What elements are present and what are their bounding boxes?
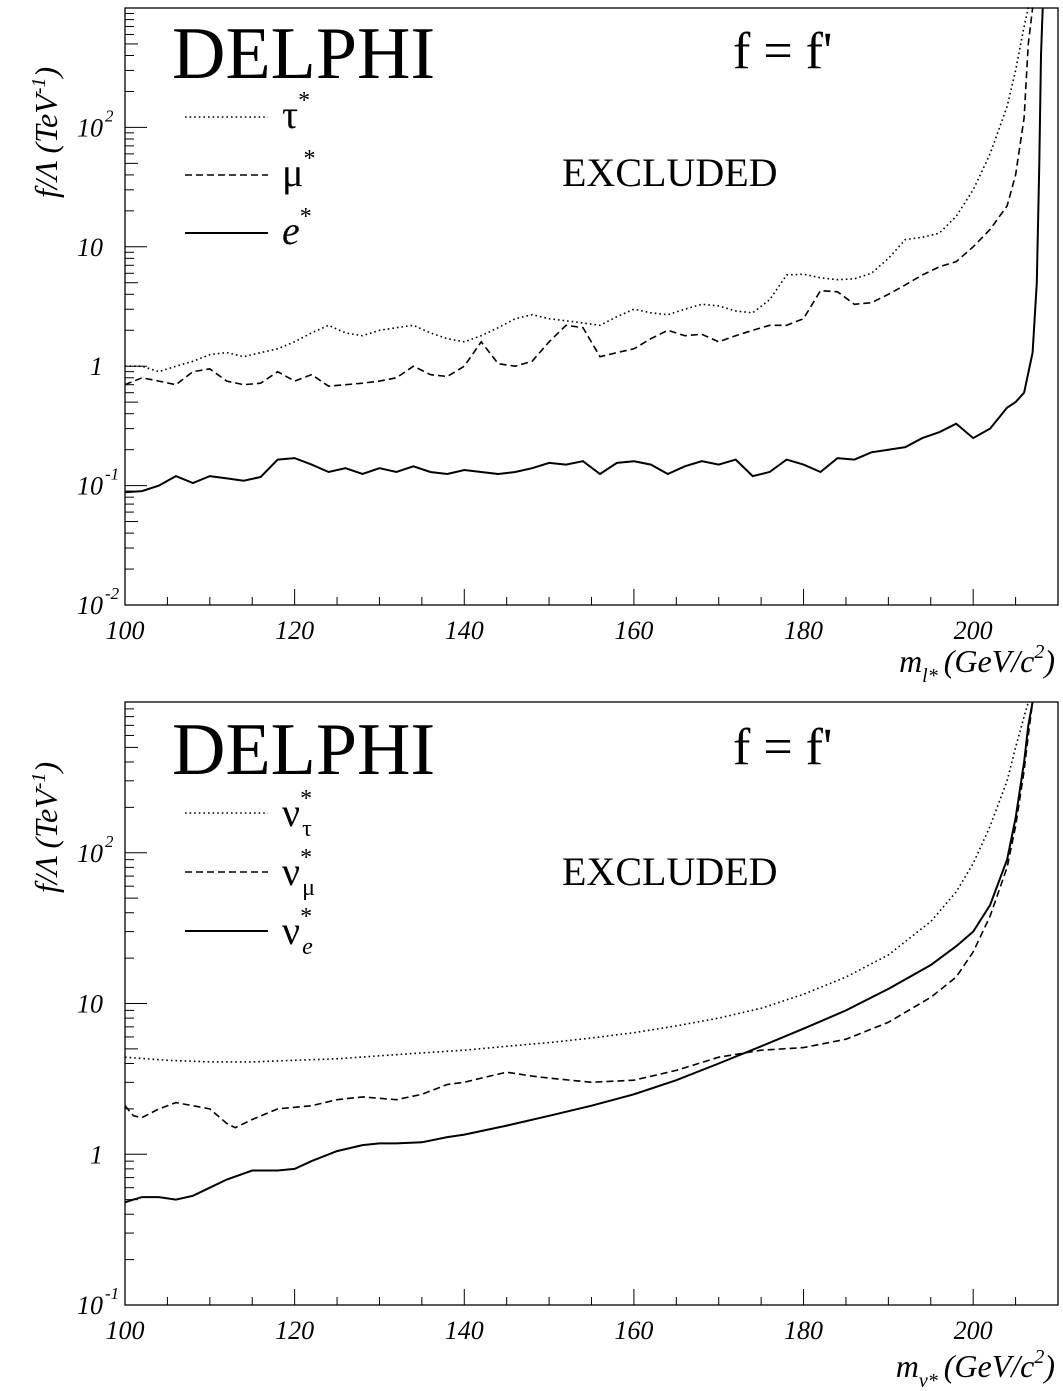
top-x-axis-label: ml* (GeV/c2) [899, 641, 1055, 687]
bottom-y-axis-label: f/Λ (TeV-1) [28, 762, 64, 893]
top-x-tick-label: 120 [275, 616, 314, 645]
top-title: DELPHI [172, 13, 435, 95]
bottom-series-dashed-line [124, 701, 1034, 1129]
top-plot-frame [124, 7, 1059, 606]
bottom-x-tick-label: 200 [954, 1316, 993, 1345]
top-y-tick-label: 10 [77, 472, 103, 501]
bottom-y-tick-exponent: 2 [105, 832, 114, 851]
top-y-tick-label: 10 [77, 591, 103, 620]
bottom-excluded-label: EXCLUDED [562, 849, 778, 894]
top-series-group [124, 7, 1044, 494]
bottom-x-tick-label: 120 [275, 1316, 314, 1345]
top-y-tick-label: 1 [90, 352, 103, 381]
bottom-legend-nutau-label: ν* τ [282, 786, 312, 842]
bottom-x-axis-label: mν* (GeV/c2) [896, 1346, 1055, 1391]
top-legend: τ* μ* e* [185, 88, 315, 253]
top-y-tick-exponent: -2 [105, 584, 120, 603]
top-series-dotted-line [125, 7, 1033, 373]
top-excluded-label: EXCLUDED [562, 150, 778, 195]
top-y-tick-exponent: 2 [105, 106, 114, 125]
bottom-y-tick-label: 10 [77, 839, 103, 868]
top-x-tick-label: 140 [445, 616, 484, 645]
top-x-tick-label: 160 [614, 616, 653, 645]
top-series-dashed-line [124, 7, 1034, 388]
bottom-condition: f = f' [733, 719, 832, 776]
bottom-legend-numu-label: ν* μ [282, 845, 315, 901]
bottom-series-solid-line [124, 701, 1034, 1204]
bottom-series-group [124, 701, 1034, 1204]
top-series-solid-line [124, 7, 1044, 494]
bottom-x-tick-label: 180 [784, 1316, 823, 1345]
bottom-y-tick-label: 1 [90, 1140, 103, 1169]
top-legend-mu-label: μ* [282, 146, 315, 195]
top-y-tick-label: 10 [77, 113, 103, 142]
top-y-tick-exponent: -1 [105, 465, 119, 484]
bottom-y-tick-label: 10 [77, 990, 103, 1019]
bottom-y-tick-exponent: -1 [105, 1284, 119, 1303]
bottom-x-tick-label: 160 [614, 1316, 653, 1345]
bottom-plot-frame [124, 701, 1059, 1306]
bottom-series-dotted-line [124, 701, 1030, 1063]
top-condition: f = f' [733, 23, 832, 80]
top-x-tick-label: 100 [106, 616, 145, 645]
top-legend-tau-label: τ* [282, 88, 310, 137]
top-x-tick-label: 180 [784, 616, 823, 645]
bottom-x-tick-label: 100 [106, 1316, 145, 1345]
top-legend-e-label: e* [282, 204, 312, 253]
bottom-y-tick-label: 10 [77, 1291, 103, 1320]
bottom-x-tick-label: 140 [445, 1316, 484, 1345]
bottom-legend: ν* τ ν* μ ν* e [185, 786, 315, 960]
top-y-axis-label: f/Λ (TeV-1) [28, 67, 64, 198]
bottom-legend-nue-label: ν* e [282, 904, 313, 960]
bottom-title: DELPHI [172, 709, 435, 791]
top-y-tick-label: 10 [77, 233, 103, 262]
top-x-tick-label: 200 [954, 616, 993, 645]
